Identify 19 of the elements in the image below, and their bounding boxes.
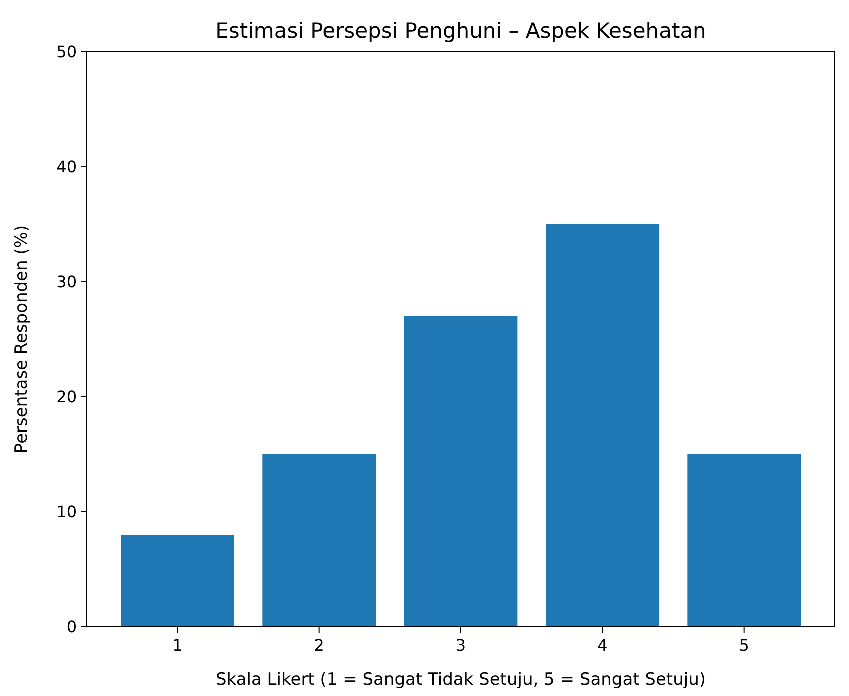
y-tick-label: 20: [56, 388, 77, 407]
x-tick-label: 5: [739, 636, 750, 655]
x-axis-title: Skala Likert (1 = Sangat Tidak Setuju, 5 = Sangat Setuju): [216, 670, 706, 690]
bar: [262, 454, 376, 627]
x-tick-label: 1: [172, 636, 183, 655]
chart-title: Estimasi Persepsi Penghuni – Aspek Kesehatan: [216, 19, 706, 43]
y-tick-label: 50: [56, 42, 77, 62]
bar: [404, 316, 518, 627]
y-tick-label: 40: [56, 158, 77, 177]
y-tick-label: 0: [66, 618, 77, 637]
x-tick-label: 2: [314, 636, 324, 655]
bar: [546, 224, 660, 627]
y-axis-title: Persentase Responden (%): [12, 225, 32, 454]
x-tick-label: 3: [456, 636, 466, 655]
x-tick-label: 4: [598, 636, 608, 655]
bar: [688, 454, 801, 627]
bar: [121, 535, 234, 627]
y-tick-label: 10: [56, 502, 77, 522]
y-tick-label: 30: [56, 272, 77, 292]
